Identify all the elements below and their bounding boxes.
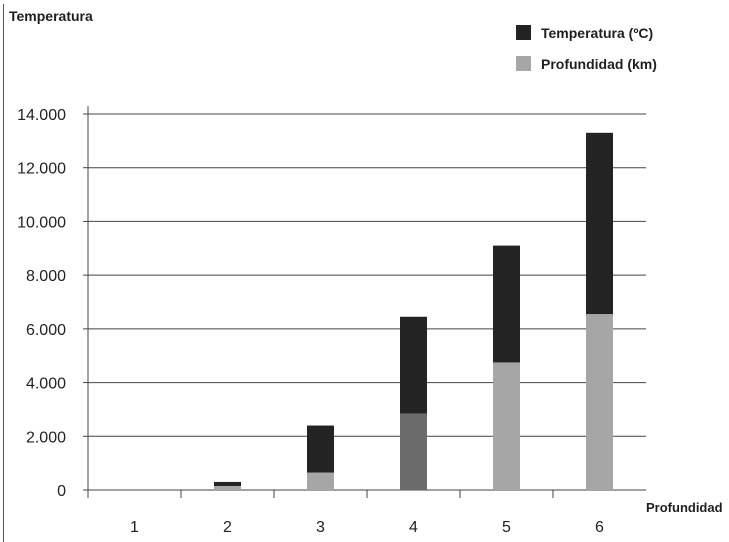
x-tick-label: 1 — [130, 519, 139, 536]
legend-swatch-temperatura — [516, 25, 531, 40]
legend-label-profundidad: Profundidad (km) — [541, 55, 657, 72]
y-tick-label: 14.000 — [17, 107, 66, 124]
x-tick-label: 4 — [409, 519, 418, 536]
y-tick-label: 0 — [57, 483, 66, 500]
x-tick-label: 2 — [223, 519, 232, 536]
x-tick-label: 3 — [316, 519, 325, 536]
chart-frame-edge — [3, 4, 4, 542]
y-tick-label: 4.000 — [26, 376, 66, 393]
legend-swatch-profundidad — [516, 56, 531, 71]
x-tick-label: 5 — [502, 519, 511, 536]
bar-temperatura — [214, 481, 241, 486]
bar-profundidad — [214, 485, 241, 490]
bar-temperatura — [400, 316, 427, 414]
y-tick-label: 2.000 — [26, 429, 66, 446]
legend: Temperatura (ºC) Profundidad (km) — [516, 24, 657, 86]
bar-profundidad — [586, 314, 613, 490]
bar-temperatura — [586, 132, 613, 315]
y-axis-title: Temperatura — [9, 8, 93, 24]
bar-temperatura — [493, 245, 520, 363]
y-tick-label: 8.000 — [26, 268, 66, 285]
bar-profundidad — [307, 472, 334, 490]
legend-item-profundidad: Profundidad (km) — [516, 55, 657, 72]
bar-profundidad — [400, 413, 427, 490]
y-tick-label: 10.000 — [17, 214, 66, 231]
y-tick-label: 12.000 — [17, 161, 66, 178]
y-tick-label: 6.000 — [26, 322, 66, 339]
bar-temperatura — [307, 425, 334, 473]
bar-profundidad — [493, 362, 520, 490]
legend-label-temperatura: Temperatura (ºC) — [541, 24, 654, 41]
x-axis-title: Profundidad — [646, 500, 723, 515]
x-tick-label: 6 — [595, 519, 604, 536]
legend-item-temperatura: Temperatura (ºC) — [516, 24, 657, 41]
